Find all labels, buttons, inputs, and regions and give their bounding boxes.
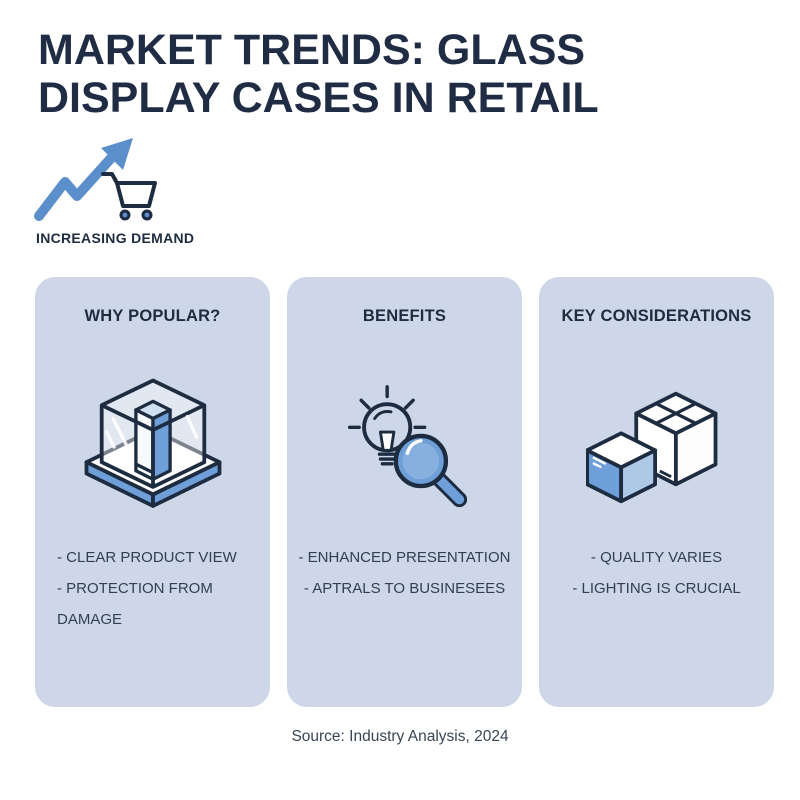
- bullet-item: - PROTECTION FROM DAMAGE: [57, 579, 213, 628]
- bullet-item: - CLEAR PRODUCT VIEW: [57, 549, 237, 566]
- bullet-item: - APTRALS TO BUSINESEES: [303, 579, 506, 597]
- bullet-item: - QUALITY VARIES: [590, 549, 723, 566]
- shopping-cart-icon: [101, 172, 157, 221]
- bullet-item: - ENHANCED PRESENTATION: [298, 549, 511, 566]
- card-title: WHY POPULAR?: [84, 307, 221, 325]
- page-title-line2: DISPLAY CASES IN RETAIL: [38, 74, 599, 123]
- bullet-item: - LIGHTING IS CRUCIAL: [572, 579, 741, 597]
- display-case-icon: [84, 378, 221, 508]
- increasing-demand-icon-group: [34, 138, 157, 221]
- card-icon-wrapper: [287, 369, 522, 525]
- trend-arrow-icon: [34, 138, 133, 221]
- card-title: BENEFITS: [362, 307, 447, 325]
- page-title: MARKET TRENDS: GLASS DISPLAY CASES IN RE…: [38, 26, 738, 122]
- card-why-popular: WHY POPULAR?: [35, 277, 270, 707]
- card-bullet-list: - QUALITY VARIES - LIGHTING IS CRUCIAL: [539, 543, 774, 605]
- increasing-demand-label: INCREASING DEMAND: [36, 230, 195, 246]
- boxes-icon: [585, 391, 717, 504]
- card-icon-wrapper: [539, 369, 774, 525]
- card-bullet-list: - ENHANCED PRESENTATION - APTRALS TO BUS…: [287, 543, 522, 605]
- card-key-considerations: KEY CONSIDERATIONS: [539, 277, 774, 707]
- source-attribution: Source: Industry Analysis, 2024: [291, 728, 509, 745]
- cards-row: WHY POPULAR?: [35, 277, 774, 707]
- card-benefits: BENEFITS: [287, 277, 522, 707]
- card-bullet-list: - CLEAR PRODUCT VIEW - PROTECTION FROM D…: [35, 543, 270, 635]
- card-title: KEY CONSIDERATIONS: [561, 307, 752, 325]
- bulb-magnifier-icon: [347, 385, 468, 508]
- page-title-line1: MARKET TRENDS: GLASS: [38, 26, 586, 74]
- card-icon-wrapper: [35, 369, 270, 525]
